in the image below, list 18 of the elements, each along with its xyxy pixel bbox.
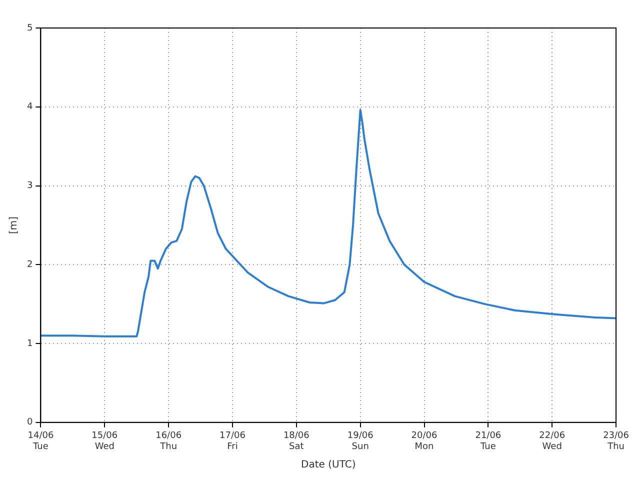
y-tick-label: 3: [26, 181, 33, 192]
x-axis-title: Date (UTC): [301, 460, 356, 471]
y-tick-label: 5: [26, 23, 33, 34]
x-tick-label: 22/06 Wed: [539, 431, 566, 452]
x-tick-label: 20/06 Mon: [411, 431, 438, 452]
y-tick-label: 0: [26, 418, 33, 428]
x-tick-label: 15/06 Wed: [92, 431, 118, 452]
x-tick-label: 17/06 Fri: [220, 431, 246, 452]
x-tick-label: 16/06 Thu: [156, 431, 182, 452]
y-axis-title: [m]: [8, 216, 20, 234]
x-tick-label: 23/06 Thu: [603, 431, 630, 452]
y-tick-label: 4: [26, 102, 33, 112]
x-tick-label: 18/06 Sat: [283, 431, 310, 452]
x-tick-label: 14/06 Tue: [28, 431, 54, 452]
y-tick-label: 1: [26, 338, 33, 349]
x-tick-label: 21/06 Tue: [475, 431, 502, 452]
x-tick-label: 19/06 Sun: [347, 431, 374, 452]
y-tick-label: 2: [26, 260, 33, 270]
